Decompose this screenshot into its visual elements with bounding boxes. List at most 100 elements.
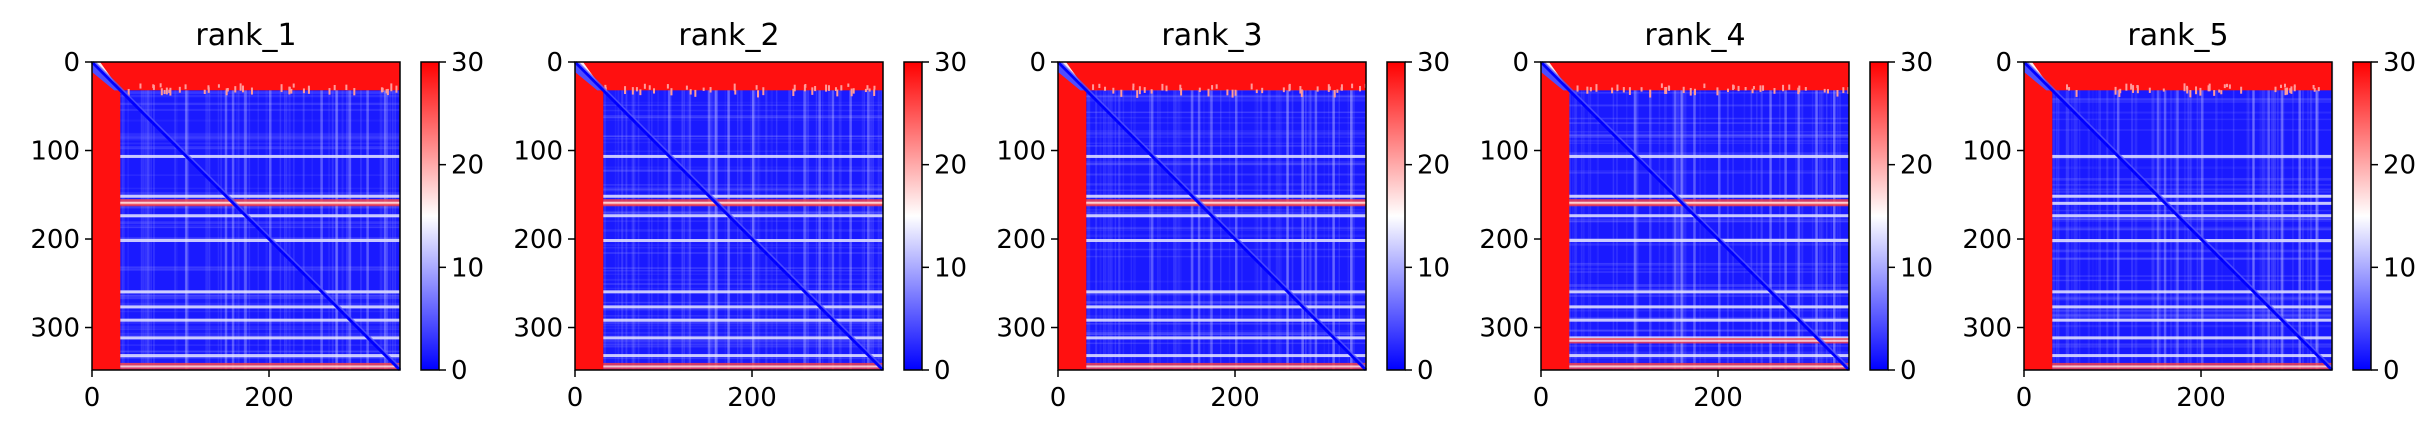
heatmap-band-speckle xyxy=(2223,84,2226,89)
heatmap-row-shade xyxy=(1541,117,1849,120)
heatmap-row-shade xyxy=(92,132,400,136)
y-tick-label: 300 xyxy=(513,314,563,344)
heatmap-band-speckle xyxy=(385,89,388,94)
heatmap-row-shade xyxy=(575,273,883,276)
x-tick-label: 200 xyxy=(2176,383,2226,413)
heatmap-diagonal xyxy=(1056,60,1368,372)
heatmap-band-speckle xyxy=(1773,87,1776,94)
heatmap-row-shade xyxy=(575,327,883,330)
heatmap-band-speckle xyxy=(1250,83,1253,90)
colorbar xyxy=(903,61,923,371)
heatmap-band-speckle xyxy=(1595,84,1598,92)
heatmap-row-shade xyxy=(1541,330,1849,332)
heatmap-row-shade xyxy=(2024,98,2332,101)
heatmap-row-shade xyxy=(1541,288,1849,291)
axes-frame xyxy=(2023,61,2333,371)
heatmap-row-shade xyxy=(575,229,883,232)
heatmap-light-column xyxy=(335,62,338,370)
heatmap-band-speckle xyxy=(1622,87,1625,93)
panel-title: rank_2 xyxy=(678,18,779,53)
heatmap-band-edge xyxy=(1086,201,1366,204)
heatmap-row-shade xyxy=(2024,226,2332,229)
heatmap-band-speckle xyxy=(1836,90,1839,97)
heatmap-row-shade xyxy=(92,355,400,359)
heatmap-band-speckle xyxy=(250,87,253,95)
heatmap-row-shade xyxy=(2024,257,2332,260)
heatmap-row-shade xyxy=(1541,243,1849,246)
heatmap-row-shade xyxy=(575,315,883,317)
heatmap-diagonal xyxy=(2022,60,2334,372)
heatmap-band-speckle xyxy=(2279,84,2282,88)
heatmap-high-band-left xyxy=(1058,62,1087,370)
heatmap-band-speckle xyxy=(2162,88,2165,92)
y-tick-label: 0 xyxy=(546,48,563,78)
heatmap-row-shade xyxy=(1541,360,1849,362)
heatmap-row-shade xyxy=(1058,189,1366,191)
heatmap-band-speckle xyxy=(850,88,853,97)
heatmap-light-row xyxy=(1541,194,1849,198)
heatmap-row-shade xyxy=(92,187,400,190)
heatmap-band-speckle xyxy=(1782,84,1785,92)
y-tick-label: 0 xyxy=(1512,48,1529,78)
heatmap-row-shade xyxy=(2024,98,2332,100)
heatmap-band-speckle xyxy=(152,85,155,90)
heatmap-light-column xyxy=(867,62,870,370)
heatmap-band-speckle xyxy=(1215,84,1218,89)
colorbar-tick-label: 10 xyxy=(451,253,484,283)
heatmap-row-shade xyxy=(575,283,883,285)
panel-title: rank_4 xyxy=(1644,18,1745,53)
heatmap-row-shade xyxy=(575,184,883,186)
colorbar-tick-label: 0 xyxy=(934,356,951,386)
heatmap-band-speckle xyxy=(328,88,331,95)
heatmap-band-speckle xyxy=(1576,85,1579,92)
heatmap-row-shade xyxy=(92,91,400,94)
heatmap-row-shade xyxy=(2024,309,2332,312)
heatmap-band-speckle xyxy=(1665,86,1668,94)
heatmap-row-shade xyxy=(2024,217,2332,221)
heatmap-band-speckle xyxy=(239,83,242,91)
heatmap-band-speckle xyxy=(757,90,760,98)
heatmap-row-shade xyxy=(92,356,400,359)
heatmap-row-shade xyxy=(1058,96,1366,99)
heatmap-band-speckle xyxy=(666,84,669,89)
colorbar-tick-label: 0 xyxy=(451,356,468,386)
heatmap-light-column xyxy=(1797,62,1801,370)
heatmap-light-row xyxy=(1058,239,1366,243)
colorbar-tick-label: 0 xyxy=(1900,356,1917,386)
heatmap-band-speckle xyxy=(653,88,656,94)
heatmap-row-shade xyxy=(2024,295,2332,299)
heatmap-light-row xyxy=(1541,336,1849,340)
heatmap-diagonal xyxy=(90,60,402,372)
heatmap-row-shade xyxy=(575,308,883,311)
heatmap-band-speckle xyxy=(2286,87,2289,95)
heatmap-band-speckle xyxy=(2218,89,2221,93)
heatmap-high-band-top xyxy=(1541,62,1849,91)
heatmap-band-speckle xyxy=(847,83,850,87)
heatmap-row-shade xyxy=(1058,280,1366,283)
axes-frame xyxy=(1057,61,1367,371)
heatmap-row-shade xyxy=(2024,325,2332,328)
heatmap-band-speckle xyxy=(290,88,293,94)
heatmap-diagonal-shade xyxy=(94,61,401,368)
heatmap-row-shade xyxy=(1541,220,1849,222)
heatmap-row-shade xyxy=(575,357,883,360)
heatmap-band-edge xyxy=(120,201,400,204)
heatmap-light-column xyxy=(1235,62,1238,370)
heatmap-row-shade xyxy=(1541,104,1849,107)
heatmap-band-speckle xyxy=(139,83,142,89)
heatmap-row-shade xyxy=(1541,142,1849,145)
heatmap-row-shade xyxy=(1058,116,1366,119)
heatmap-row-shade xyxy=(1541,221,1849,223)
heatmap-row-shade xyxy=(1058,302,1366,305)
heatmap-row-shade xyxy=(1058,142,1366,145)
heatmap-band-speckle xyxy=(1288,83,1291,91)
heatmap-band-speckle xyxy=(390,83,393,92)
heatmap-band-speckle xyxy=(2283,83,2286,88)
heatmap-row-shade xyxy=(1058,111,1366,114)
heatmap-row-shade xyxy=(2024,298,2332,300)
heatmap-band-speckle xyxy=(803,84,806,92)
heatmap-band-speckle xyxy=(2284,88,2287,96)
heatmap-row-shade xyxy=(1058,95,1366,98)
heatmap-row-shade xyxy=(1541,133,1849,136)
y-tick-label: 300 xyxy=(1479,314,1529,344)
